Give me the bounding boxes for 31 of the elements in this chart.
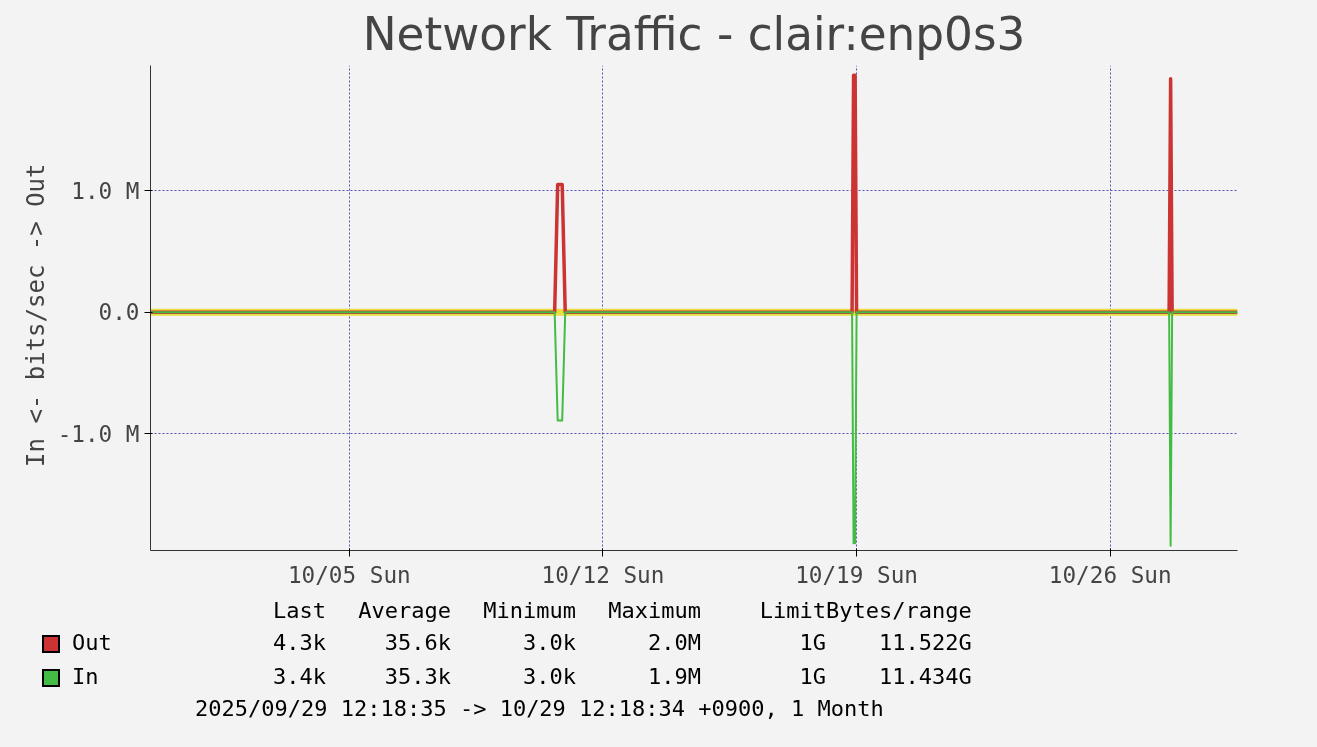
y-tick-label: 1.0 M [71,177,140,204]
text: 11.434G [878,662,972,691]
line-series [150,311,1238,547]
text: Bytes/range [826,597,972,625]
text: 4.3k [272,629,326,658]
text: Maximum [607,597,701,625]
text: 35.6k [383,629,451,658]
text: 3.0k [522,629,576,658]
text: 11.522G [878,629,972,658]
text: 2025/09/29 12:18:35 -> 10/29 12:18:34 +0900, 1 Month [195,695,885,724]
text: 35.3k [383,662,451,691]
y-axis-title: In <- bits/sec -> Out [21,163,50,467]
legend-label: Out [71,629,113,658]
text: 2.0M [647,629,701,658]
text: 1G [798,629,826,658]
text: 3.0k [522,662,576,691]
text: Last [272,597,326,625]
y-tick-label: 0.0 [98,299,140,326]
legend-label: In [71,662,100,691]
x-tick-label: 10/05 Sun [287,561,411,588]
text: Limit [758,597,826,625]
text: Minimum [482,597,576,625]
x-tick-label: 10/26 Sun [1048,561,1172,588]
text: Average [357,597,451,625]
y-tick-label: -1.0 M [57,420,140,447]
text: 3.4k [272,662,326,691]
text: 1G [798,662,826,691]
x-tick-label: 10/19 Sun [795,561,918,588]
chart-title: Network Traffic - clair:enp0s3 [362,7,1026,61]
text: 1.9M [647,662,701,691]
x-tick-label: 10/12 Sun [541,561,665,588]
